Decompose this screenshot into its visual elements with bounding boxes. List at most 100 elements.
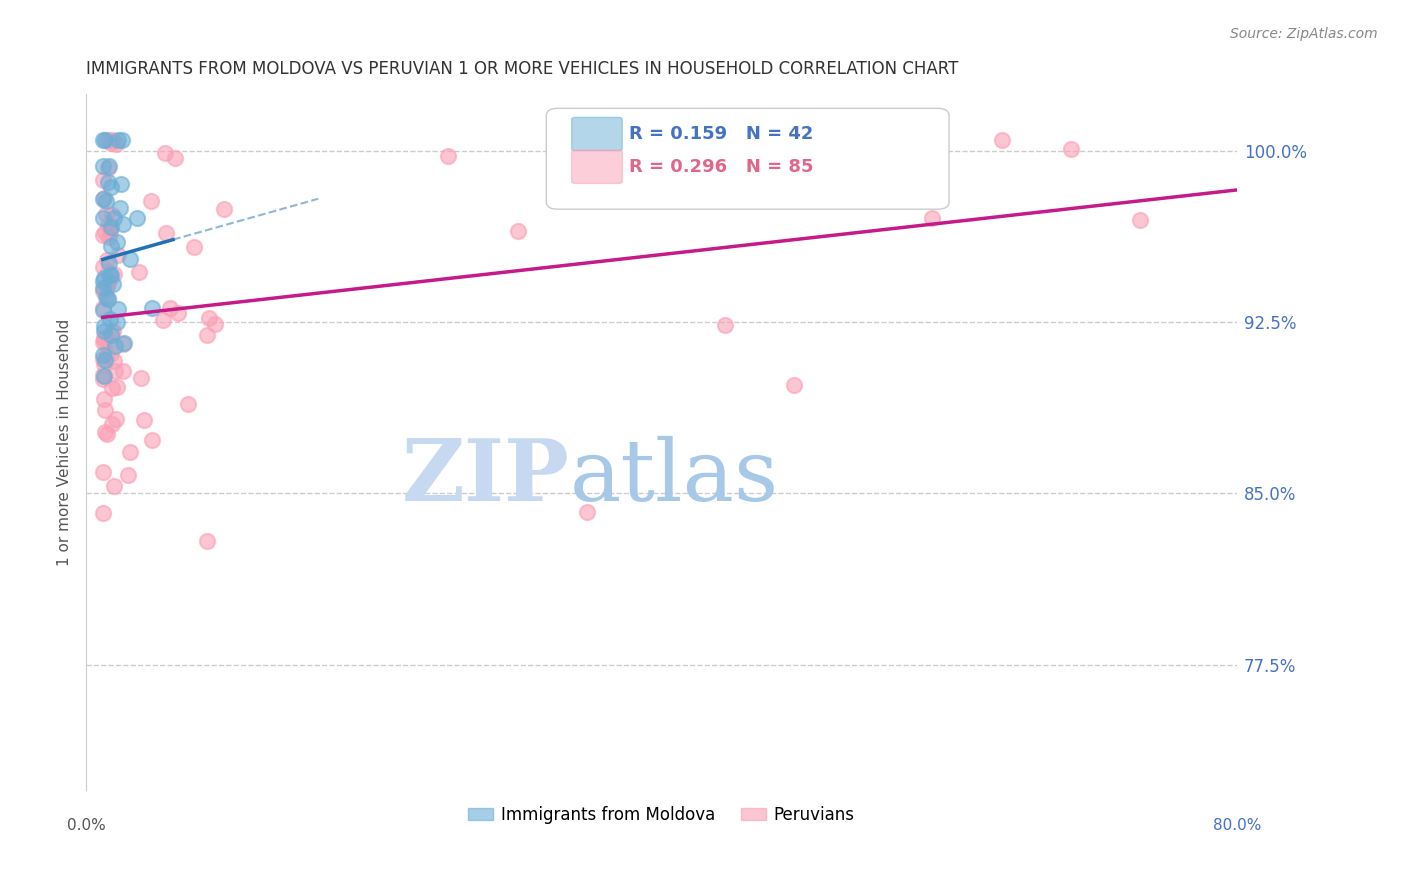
Text: ZIP: ZIP	[402, 435, 569, 519]
Point	[101, 324, 124, 338]
FancyBboxPatch shape	[547, 108, 949, 210]
Text: 0.0%: 0.0%	[66, 818, 105, 833]
Point	[198, 311, 221, 326]
Point	[100, 180, 122, 194]
Point	[97, 175, 120, 189]
Point	[91, 348, 114, 362]
Point	[91, 260, 114, 274]
Point	[112, 364, 135, 378]
FancyBboxPatch shape	[572, 118, 623, 151]
Point	[163, 151, 186, 165]
Point	[100, 268, 122, 282]
Point	[111, 217, 134, 231]
Point	[105, 411, 128, 425]
Point	[114, 335, 136, 350]
Point	[97, 218, 120, 232]
Legend: Immigrants from Moldova, Peruvians: Immigrants from Moldova, Peruvians	[461, 799, 862, 830]
Point	[1129, 213, 1152, 227]
Point	[111, 337, 134, 351]
Point	[97, 333, 120, 347]
Point	[96, 252, 118, 267]
Text: Source: ZipAtlas.com: Source: ZipAtlas.com	[1230, 27, 1378, 41]
Point	[93, 318, 115, 333]
Point	[103, 211, 125, 225]
Point	[93, 271, 115, 285]
Text: R = 0.296   N = 85: R = 0.296 N = 85	[628, 158, 814, 176]
Point	[97, 133, 120, 147]
Point	[91, 372, 114, 386]
Point	[1060, 142, 1083, 156]
Point	[111, 133, 134, 147]
Point	[91, 368, 114, 383]
Point	[117, 467, 139, 482]
Point	[93, 191, 115, 205]
Point	[98, 256, 121, 270]
Point	[93, 353, 115, 368]
Point	[91, 211, 114, 226]
Point	[104, 364, 127, 378]
Point	[141, 434, 163, 448]
Point	[118, 444, 141, 458]
Point	[101, 277, 124, 291]
Point	[783, 378, 806, 392]
Point	[91, 228, 114, 243]
Point	[195, 534, 218, 549]
Point	[100, 220, 122, 235]
Point	[91, 281, 114, 295]
Point	[990, 133, 1012, 147]
Point	[204, 318, 226, 332]
Point	[152, 312, 174, 326]
Point	[98, 268, 121, 282]
Point	[93, 392, 115, 406]
Point	[714, 318, 737, 333]
Point	[103, 267, 125, 281]
Point	[125, 211, 148, 225]
Point	[96, 290, 118, 304]
Text: atlas: atlas	[569, 435, 779, 518]
Point	[97, 265, 120, 279]
Point	[212, 202, 235, 216]
Point	[93, 324, 115, 338]
Point	[91, 301, 114, 316]
Point	[101, 208, 124, 222]
Point	[97, 230, 120, 244]
Point	[96, 281, 118, 295]
Point	[91, 334, 114, 349]
Point	[93, 403, 115, 417]
Point	[108, 201, 131, 215]
Point	[139, 194, 162, 208]
Point	[94, 207, 117, 221]
Point	[129, 371, 152, 385]
Point	[110, 178, 132, 192]
Text: 80.0%: 80.0%	[1212, 818, 1261, 833]
Point	[132, 413, 155, 427]
Point	[94, 425, 117, 439]
Point	[97, 292, 120, 306]
Point	[91, 352, 114, 367]
Point	[101, 417, 124, 432]
Y-axis label: 1 or more Vehicles in Household: 1 or more Vehicles in Household	[58, 318, 72, 566]
Point	[96, 348, 118, 362]
Point	[96, 426, 118, 441]
Point	[141, 301, 163, 315]
Point	[195, 328, 218, 343]
Point	[103, 353, 125, 368]
Point	[93, 369, 115, 384]
Point	[128, 265, 150, 279]
Point	[101, 381, 124, 395]
Point	[100, 136, 122, 150]
Point	[94, 225, 117, 239]
Point	[105, 235, 128, 249]
Point	[91, 133, 114, 147]
Point	[120, 252, 142, 266]
Point	[105, 315, 128, 329]
Point	[91, 507, 114, 521]
Point	[93, 331, 115, 345]
Point	[100, 325, 122, 339]
Point	[98, 275, 121, 289]
Text: R = 0.159   N = 42: R = 0.159 N = 42	[628, 125, 814, 143]
Point	[644, 167, 666, 181]
Point	[107, 301, 129, 316]
Point	[100, 327, 122, 342]
Point	[183, 240, 205, 254]
